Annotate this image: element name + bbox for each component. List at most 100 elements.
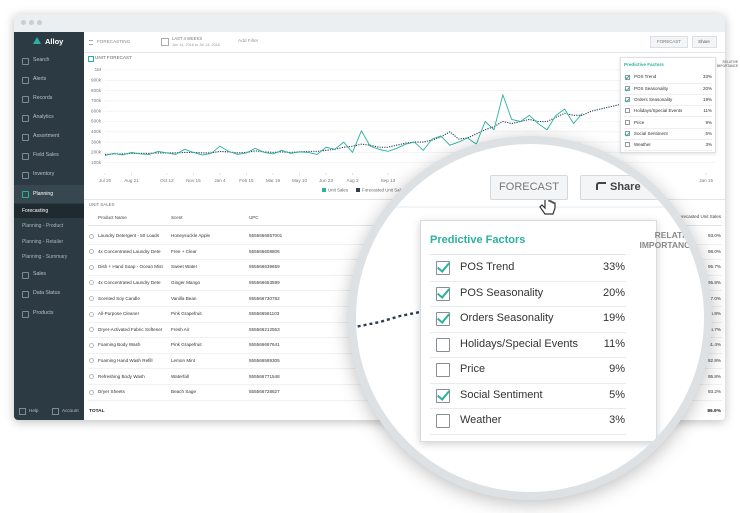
table-cell: Refreshing Body Wash [98, 373, 145, 379]
forecast-button[interactable]: FORECAST [657, 39, 681, 45]
row-select[interactable] [89, 295, 94, 301]
subnav-item[interactable]: Planning - Product [22, 223, 64, 230]
factor-checkbox[interactable] [625, 97, 630, 103]
factor-checkbox[interactable] [436, 388, 450, 403]
nav-item[interactable]: Products [33, 309, 54, 316]
add-filter[interactable]: Add Filter [238, 39, 259, 45]
nav-item[interactable]: Alerts [33, 75, 47, 82]
row-select[interactable] [89, 342, 94, 348]
nav-icon [22, 291, 29, 298]
row-select[interactable] [89, 311, 94, 317]
table-cell: Sweet Water [171, 264, 198, 270]
row-select[interactable] [89, 389, 94, 395]
table-cell: 555566608806 [249, 248, 280, 254]
factor-checkbox[interactable] [436, 261, 450, 275]
forecast-button-bg [650, 36, 688, 48]
row-select[interactable] [89, 249, 94, 255]
factor-checkbox[interactable] [625, 85, 630, 91]
factor-row-divider [624, 127, 712, 129]
nav-item[interactable]: Data Status [33, 290, 61, 297]
nav-item[interactable]: Search [33, 56, 50, 63]
share-button[interactable]: Share [610, 180, 641, 193]
factor-checkbox[interactable] [436, 363, 450, 377]
nav-item[interactable]: Assortment [33, 133, 60, 140]
subnav-item[interactable]: Forecasting [22, 208, 49, 214]
magnified-forecast-line [356, 310, 421, 329]
factor-value: 20% [702, 85, 712, 91]
table-cell: 97.0% [707, 295, 721, 301]
x-tick-label: May 10 [292, 178, 308, 183]
x-tick-label: Feb 15 [239, 178, 254, 183]
factors-title: Predictive Factors [624, 62, 664, 68]
factor-checkbox[interactable] [625, 108, 630, 114]
factor-checkbox[interactable] [625, 119, 630, 125]
nav-item[interactable]: Sales [33, 270, 46, 277]
factor-label[interactable]: POS Trend [634, 74, 657, 80]
row-select[interactable] [89, 280, 94, 286]
importance-header: RELATIVE IMPORTANCE [639, 230, 696, 250]
factor-label[interactable]: Orders Seasonality [460, 312, 554, 325]
factor-label[interactable]: Weather [460, 414, 502, 427]
factor-checkbox[interactable] [625, 74, 630, 80]
factor-checkbox[interactable] [436, 414, 450, 428]
factor-value: 19% [702, 96, 712, 102]
row-select[interactable] [89, 358, 94, 364]
table-cell: 555566639659 [249, 264, 280, 270]
factor-value: 5% [609, 388, 625, 401]
footer-icon [52, 408, 59, 415]
factor-checkbox[interactable] [625, 142, 630, 148]
factor-row-divider [624, 139, 712, 140]
table-cell: 4x Concentrated Laundry Dete [98, 248, 161, 254]
table-cell: Foaming Hand Wash Refill [98, 358, 153, 364]
row-select[interactable] [89, 327, 94, 333]
nav-item[interactable]: Analytics [33, 114, 54, 121]
section-icon [89, 40, 93, 45]
series-line [104, 94, 583, 156]
factor-checkbox[interactable] [436, 337, 450, 352]
factor-row-divider [430, 408, 626, 409]
nav-item[interactable]: Field Sales [33, 152, 59, 159]
factor-row-divider [624, 82, 712, 84]
nav-item[interactable]: Planning [33, 190, 54, 197]
table-cell: Dryer-Activated Fabric Softener [98, 326, 163, 332]
footer-item[interactable]: Account [62, 408, 79, 414]
legend-swatch [356, 188, 361, 192]
share-button[interactable]: Share [698, 39, 710, 45]
forecast-button-bg [490, 175, 568, 200]
row-select[interactable] [89, 373, 94, 379]
table-cell: Waterfall [171, 373, 189, 379]
factor-checkbox[interactable] [625, 131, 630, 136]
forecast-button[interactable]: FORECAST [499, 180, 559, 193]
table-total-value: 86.9% [707, 409, 721, 415]
factor-row-divider [430, 357, 626, 358]
nav-icon [22, 95, 29, 103]
factor-value: 9% [609, 363, 625, 376]
table-cell: 95.8% [707, 280, 721, 286]
factor-label[interactable]: Orders Seasonality [634, 96, 673, 102]
factor-label[interactable]: Holidays/Special Events [460, 337, 579, 350]
hand-cursor [539, 195, 556, 215]
table-title: UNIT SALES [89, 202, 115, 208]
factor-label[interactable]: Social Sentiment [634, 130, 668, 136]
factor-label[interactable]: Holidays/Special Events [634, 108, 683, 114]
factor-label[interactable]: POS Seasonality [460, 286, 544, 299]
window-dot [29, 20, 34, 25]
factor-label[interactable]: POS Trend [460, 261, 515, 274]
factor-checkbox[interactable] [436, 286, 450, 301]
table-cell: 95.8% [707, 373, 721, 379]
factor-checkbox[interactable] [436, 312, 450, 326]
row-select[interactable] [89, 264, 94, 270]
subnav-item[interactable]: Planning - Summary [22, 253, 68, 260]
factor-label[interactable]: Weather [634, 142, 651, 148]
row-select[interactable] [89, 233, 94, 239]
factor-label[interactable]: Social Sentiment [460, 388, 543, 401]
subnav-item[interactable]: Planning - Retailer [22, 238, 64, 245]
table-cell: 555566730782 [249, 295, 280, 301]
factor-label[interactable]: Price [460, 363, 486, 376]
nav-item[interactable]: Inventory [33, 171, 55, 178]
footer-item[interactable]: Help [29, 408, 39, 414]
factor-label[interactable]: POS Seasonality [634, 85, 669, 91]
factors-panel [620, 57, 716, 153]
factor-label[interactable]: Price [634, 119, 645, 125]
nav-item[interactable]: Records [33, 95, 53, 102]
